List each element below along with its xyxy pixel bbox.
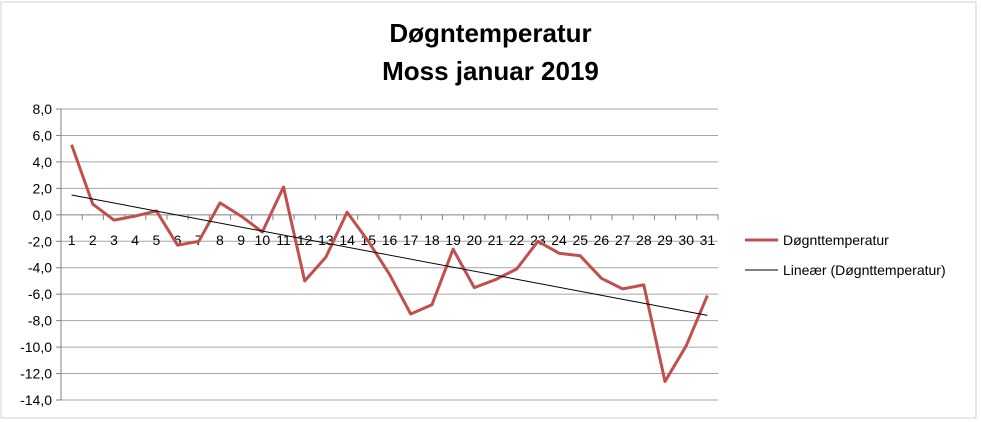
legend: Døgnttemperatur Lineær (Døgnttemperatur)	[745, 232, 946, 278]
x-tick-label: 24	[551, 232, 567, 248]
x-tick-label: 9	[237, 232, 245, 248]
x-tick-label: 19	[445, 232, 461, 248]
data-point	[664, 380, 667, 383]
x-tick-label: 22	[509, 232, 525, 248]
data-point	[134, 215, 137, 218]
x-tick-label: 1	[68, 232, 76, 248]
x-tick-label: 8	[216, 232, 224, 248]
y-tick-label: 8,0	[33, 101, 53, 117]
x-tick-label: 6	[174, 232, 182, 248]
data-point	[70, 143, 73, 146]
x-tick-label: 12	[297, 232, 313, 248]
series	[70, 143, 709, 383]
y-tick-label: -4,0	[28, 260, 52, 276]
x-tick-label: 20	[466, 232, 482, 248]
x-tick-label: 21	[488, 232, 504, 248]
legend-label-dognttemperatur: Døgnttemperatur	[783, 232, 889, 248]
x-tick-label: 18	[424, 232, 440, 248]
x-tick-label: 28	[636, 232, 652, 248]
data-point	[558, 252, 561, 255]
data-point	[515, 268, 518, 271]
data-point	[452, 248, 455, 251]
chart-title-line-1: Døgntemperatur	[389, 18, 592, 48]
y-tick-labels: 8,0 6,0 4,0 2,0 0,0 -2,0 -4,0 -6,0 -8,0 -10,0 -12,…	[20, 101, 52, 408]
data-point	[706, 294, 709, 297]
y-tick-label: -2,0	[28, 233, 52, 249]
data-point	[621, 287, 624, 290]
x-tick-label: 17	[403, 232, 419, 248]
series-line-dognttemperatur	[70, 144, 709, 383]
y-tick-label: 4,0	[33, 154, 53, 170]
y-tick-label: 2,0	[33, 180, 53, 196]
x-tick-label: 10	[255, 232, 271, 248]
data-point	[91, 203, 94, 206]
x-tick-label: 3	[110, 232, 118, 248]
data-point	[473, 286, 476, 289]
data-point	[409, 313, 412, 316]
y-tick-label: -10,0	[20, 339, 52, 355]
data-point	[536, 240, 539, 243]
data-point	[388, 273, 391, 276]
data-point	[218, 201, 221, 204]
chart-title-line-2: Moss januar 2019	[382, 56, 599, 86]
x-tick-labels: 1 2 3 4 5 6 7 8 9 10 11 12 13 14 15 16 17 18 19 20 21 22 23 24 2…	[68, 232, 716, 248]
data-point	[112, 219, 115, 222]
x-tick-label: 30	[678, 232, 694, 248]
data-point	[579, 254, 582, 257]
data-point	[303, 279, 306, 282]
data-point	[282, 186, 285, 189]
data-point	[685, 344, 688, 347]
data-point	[346, 211, 349, 214]
data-point	[324, 256, 327, 259]
x-tick-label: 14	[339, 232, 355, 248]
data-point	[494, 278, 497, 281]
y-tick-label: -14,0	[20, 392, 52, 408]
x-tick-label: 5	[152, 232, 160, 248]
data-point	[240, 215, 243, 218]
x-tick-label: 29	[657, 232, 673, 248]
x-tick-label: 25	[572, 232, 588, 248]
axes	[56, 108, 719, 401]
grid-lines	[61, 108, 718, 401]
y-tick-label: 0,0	[33, 207, 53, 223]
data-point	[430, 303, 433, 306]
x-tick-label: 26	[594, 232, 610, 248]
y-tick-label: -6,0	[28, 286, 52, 302]
data-point	[197, 240, 200, 243]
x-tick-label: 2	[89, 232, 97, 248]
x-tick-label: 31	[700, 232, 716, 248]
data-point	[642, 283, 645, 286]
legend-label-trendline: Lineær (Døgnttemperatur)	[783, 262, 946, 278]
y-tick-label: 6,0	[33, 127, 53, 143]
y-tick-label: -8,0	[28, 313, 52, 329]
data-point	[367, 240, 370, 243]
trendline	[71, 194, 708, 316]
data-point	[600, 277, 603, 280]
y-tick-label: -12,0	[20, 366, 52, 382]
x-tick-label: 16	[382, 232, 398, 248]
x-tick-label: 4	[131, 232, 139, 248]
data-point	[176, 244, 179, 247]
x-tick-label: 27	[615, 232, 631, 248]
